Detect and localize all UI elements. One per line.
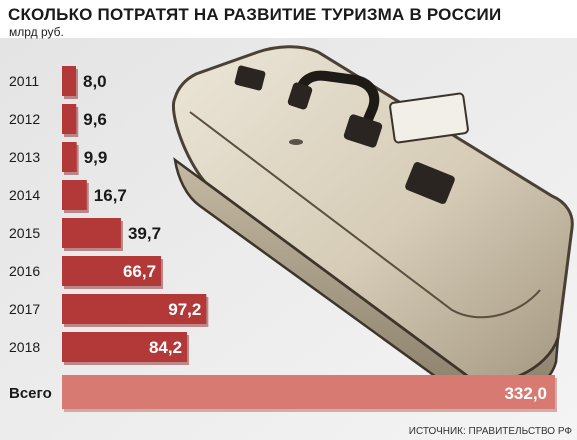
y-tick-label: 2011 (9, 73, 39, 89)
bar (62, 256, 162, 286)
y-tick-label: 2015 (9, 225, 40, 241)
bar-value-label: 66,7 (123, 262, 156, 281)
y-tick-label: 2017 (9, 301, 40, 317)
bar (62, 142, 77, 172)
unit-label: млрд руб. (9, 25, 64, 39)
bar-value-label: 97,2 (168, 300, 201, 319)
chart-title: СКОЛЬКО ПОТРАТЯТ НА РАЗВИТИЕ ТУРИЗМА В Р… (8, 5, 501, 24)
bar-value-label: 84,2 (149, 338, 182, 357)
y-tick-label: 2012 (9, 111, 40, 127)
total-label: Всего (9, 385, 52, 402)
y-tick-label: 2014 (9, 187, 40, 203)
y-tick-label: 2018 (9, 339, 40, 355)
bar-value-label: 8,0 (83, 72, 107, 91)
source-note: ИСТОЧНИК: ПРАВИТЕЛЬСТВО РФ (409, 426, 573, 437)
bar (62, 332, 188, 362)
bar (62, 294, 207, 324)
y-tick-label: 2013 (9, 149, 40, 165)
bar-value-label: 9,6 (83, 110, 107, 129)
bar (62, 218, 121, 248)
bar-value-label: 9,9 (84, 148, 108, 167)
y-tick-label: 2016 (9, 263, 40, 279)
bar-value-label: 39,7 (128, 224, 161, 243)
total-value-label: 332,0 (504, 384, 547, 403)
bar (62, 104, 77, 134)
bar (62, 180, 87, 210)
bar-value-label: 16,7 (94, 186, 127, 205)
total-bar (62, 375, 555, 409)
bar (62, 66, 76, 96)
bars-group: 2011 8,0 2012 9,6 2013 9,9 2014 16,7 2015 39,7 201… (9, 66, 557, 412)
